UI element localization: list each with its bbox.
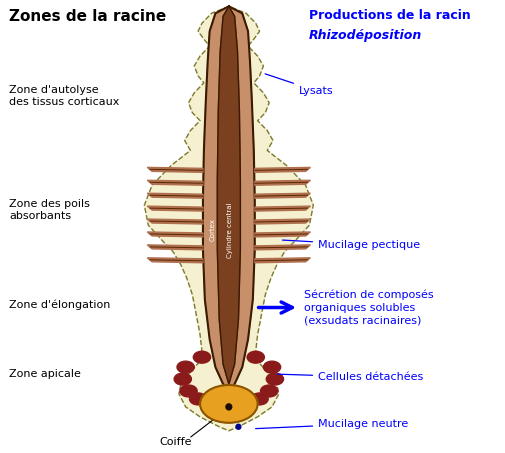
Text: Cortex: Cortex [209,218,215,241]
Text: Zone d'autolyse
des tissus corticaux: Zone d'autolyse des tissus corticaux [9,85,119,107]
Polygon shape [254,245,310,250]
Polygon shape [203,6,254,389]
Ellipse shape [189,393,207,405]
Ellipse shape [226,404,231,410]
Text: Zones de la racine: Zones de la racine [9,10,166,24]
Text: Coiffe: Coiffe [160,437,192,447]
Ellipse shape [180,385,197,397]
Polygon shape [147,219,203,224]
Polygon shape [147,180,203,185]
Text: Cylindre central: Cylindre central [226,202,232,258]
Ellipse shape [263,361,280,373]
Polygon shape [147,245,203,250]
Polygon shape [254,180,310,185]
Polygon shape [147,167,203,172]
Polygon shape [254,193,310,198]
Polygon shape [144,6,313,431]
Text: Rhizodéposition: Rhizodéposition [308,29,421,42]
Text: Sécrétion de composés
organiques solubles
(exsudats racinaires): Sécrétion de composés organiques soluble… [303,290,432,325]
Text: Zone apicale: Zone apicale [9,369,81,379]
Polygon shape [147,232,203,237]
Text: Zone d'élongation: Zone d'élongation [9,299,110,310]
Text: Cellules détachées: Cellules détachées [277,372,423,382]
Polygon shape [254,232,310,237]
Text: Zone des poils
absorbants: Zone des poils absorbants [9,199,90,222]
Ellipse shape [250,393,268,405]
Text: Mucilage pectique: Mucilage pectique [282,240,419,250]
Ellipse shape [199,385,257,423]
Ellipse shape [260,385,277,397]
Polygon shape [147,193,203,198]
Text: Lysats: Lysats [265,74,333,96]
Text: Productions de la racin: Productions de la racin [308,10,469,22]
Ellipse shape [266,373,283,385]
Polygon shape [254,167,310,172]
Polygon shape [254,219,310,224]
Ellipse shape [174,373,191,385]
Ellipse shape [193,351,210,363]
Ellipse shape [235,424,240,429]
Ellipse shape [177,361,194,373]
Polygon shape [147,206,203,211]
Polygon shape [147,258,203,263]
Ellipse shape [200,401,218,413]
Polygon shape [217,6,240,384]
Ellipse shape [246,351,264,363]
Ellipse shape [239,401,256,413]
Polygon shape [254,258,310,263]
Text: Mucilage neutre: Mucilage neutre [255,419,408,429]
Polygon shape [254,206,310,211]
